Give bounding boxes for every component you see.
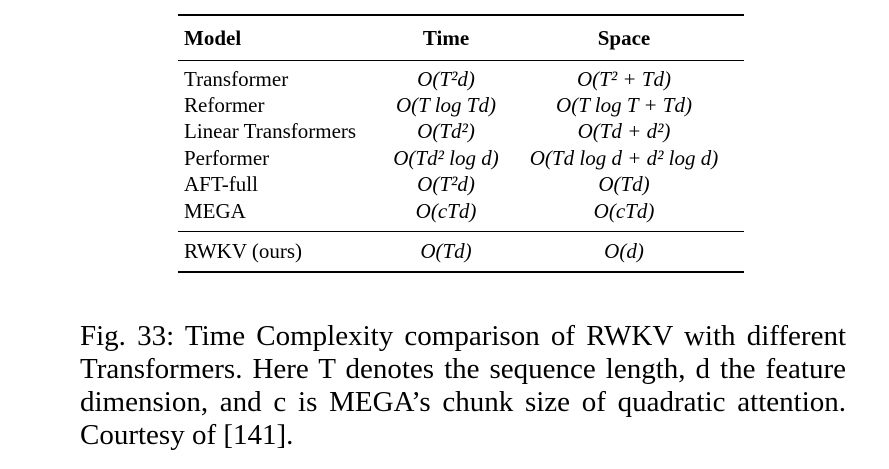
row-model: Linear Transformers [184, 119, 357, 143]
row-model: AFT-full [184, 172, 258, 196]
table-bottom-rule [178, 271, 744, 273]
table-header-rule [178, 60, 744, 61]
row-time: O(Td²) [417, 119, 475, 143]
caption-label: Fig. 33: [80, 320, 175, 352]
row-space: O(d) [604, 239, 644, 263]
row-time: O(T²d) [417, 172, 475, 196]
row-space: O(cTd) [593, 199, 655, 223]
caption-text: Time Complexity comparison of RWKV with … [80, 320, 847, 451]
row-model: Reformer [184, 93, 265, 117]
row-space: O(Td) [598, 172, 650, 196]
row-time: O(cTd) [415, 199, 477, 223]
header-model: Model [184, 26, 242, 50]
row-space: O(T² + Td) [577, 67, 671, 91]
row-time: O(T²d) [417, 67, 475, 91]
row-model: Transformer [184, 67, 289, 91]
table-ours-rule [178, 231, 744, 232]
row-model: Performer [184, 146, 270, 170]
figure-caption: Fig. 33: Time Complexity comparison of R… [80, 320, 846, 452]
row-time: O(Td) [420, 239, 472, 263]
table-top-rule [178, 14, 744, 16]
row-space: O(T log T + Td) [556, 93, 692, 117]
row-model: RWKV (ours) [184, 239, 303, 263]
row-space: O(Td log d + d² log d) [529, 146, 719, 170]
row-time: O(T log Td) [396, 93, 496, 117]
row-model: MEGA [184, 199, 246, 223]
header-space: Space [597, 26, 651, 50]
header-time: Time [422, 26, 470, 50]
row-space: O(Td + d²) [577, 119, 671, 143]
row-time: O(Td² log d) [393, 146, 499, 170]
